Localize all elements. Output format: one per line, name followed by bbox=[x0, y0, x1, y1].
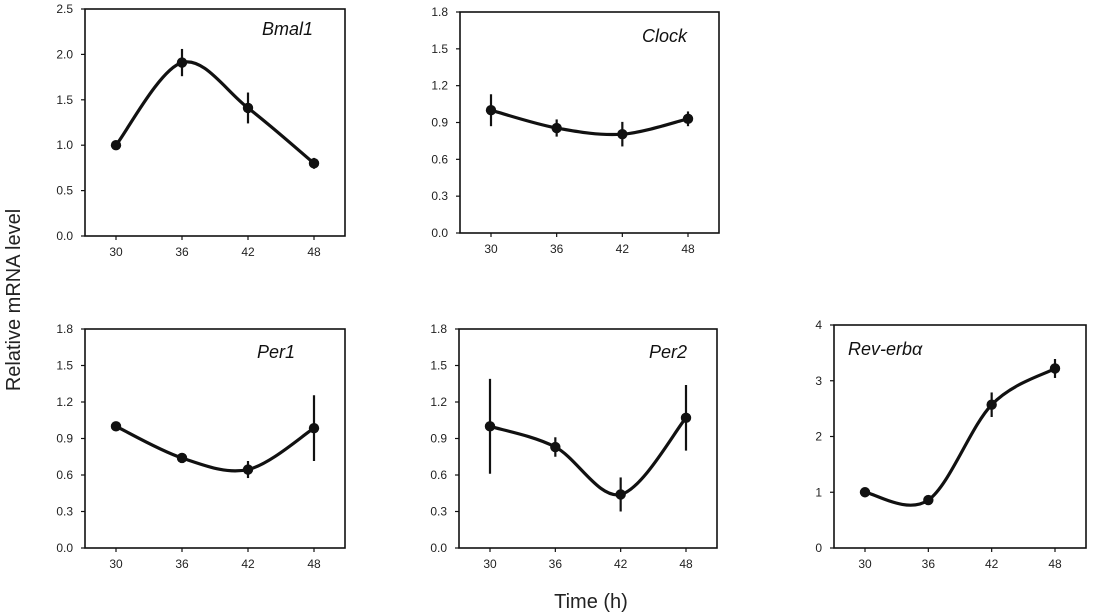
x-tick-label: 30 bbox=[858, 557, 872, 571]
x-tick-label: 42 bbox=[241, 245, 255, 259]
x-tick-label: 36 bbox=[549, 557, 563, 571]
x-tick-label: 48 bbox=[307, 557, 321, 571]
y-tick-label: 0.0 bbox=[56, 229, 73, 243]
y-tick-label: 0.5 bbox=[56, 184, 73, 198]
series-line bbox=[114, 424, 316, 473]
gene-label: Rev-erbα bbox=[848, 339, 923, 359]
x-tick-label: 48 bbox=[1048, 557, 1062, 571]
y-tick-label: 0.0 bbox=[431, 226, 448, 240]
y-tick-label: 0.3 bbox=[431, 189, 448, 203]
y-tick-label: 0.0 bbox=[430, 541, 447, 555]
y-tick-label: 1.8 bbox=[431, 5, 448, 19]
y-tick-label: 1.0 bbox=[56, 138, 73, 152]
y-tick-label: 0.6 bbox=[56, 468, 73, 482]
series-line bbox=[863, 366, 1057, 507]
data-point bbox=[242, 102, 254, 114]
y-tick-label: 0.9 bbox=[431, 116, 448, 130]
y-axis-title: Relative mRNA level bbox=[3, 209, 25, 391]
data-point bbox=[551, 122, 562, 134]
y-tick-label: 0.9 bbox=[56, 432, 73, 446]
data-point bbox=[682, 113, 694, 125]
y-tick-label: 1.5 bbox=[431, 42, 448, 56]
y-tick-label: 1.5 bbox=[430, 359, 447, 373]
x-tick-label: 36 bbox=[175, 557, 189, 571]
x-tick-label: 30 bbox=[109, 557, 123, 571]
y-tick-label: 4 bbox=[815, 318, 822, 332]
x-axis-title: Time (h) bbox=[554, 591, 628, 613]
x-tick-label: 30 bbox=[483, 557, 497, 571]
plot-frame bbox=[84, 8, 346, 237]
gene-label: Clock bbox=[642, 26, 688, 46]
x-tick-label: 36 bbox=[550, 242, 564, 256]
data-point bbox=[485, 105, 497, 116]
x-tick-label: 48 bbox=[307, 245, 321, 259]
x-tick-label: 42 bbox=[985, 557, 999, 571]
y-tick-label: 2.0 bbox=[56, 47, 73, 61]
x-tick-label: 48 bbox=[681, 242, 695, 256]
series-line bbox=[488, 416, 688, 497]
y-tick-label: 0.9 bbox=[430, 432, 447, 446]
data-point bbox=[110, 421, 122, 432]
data-point bbox=[986, 399, 997, 410]
y-tick-label: 1.5 bbox=[56, 93, 73, 107]
data-point bbox=[176, 57, 188, 68]
y-tick-label: 0.3 bbox=[56, 505, 73, 519]
data-point bbox=[110, 140, 122, 151]
y-tick-label: 1.2 bbox=[430, 395, 447, 409]
y-tick-label: 2.5 bbox=[56, 2, 73, 16]
x-tick-label: 30 bbox=[109, 245, 123, 259]
y-tick-label: 1.2 bbox=[56, 395, 73, 409]
y-tick-label: 0.0 bbox=[56, 541, 73, 555]
x-tick-label: 36 bbox=[175, 245, 189, 259]
data-point bbox=[1049, 363, 1061, 374]
x-tick-label: 48 bbox=[679, 557, 693, 571]
y-tick-label: 0.6 bbox=[430, 468, 447, 482]
y-tick-label: 0.6 bbox=[431, 152, 448, 166]
data-point bbox=[680, 412, 692, 424]
gene-label: Per2 bbox=[649, 342, 687, 362]
x-tick-label: 30 bbox=[484, 242, 498, 256]
data-point bbox=[242, 464, 254, 475]
series-line bbox=[489, 108, 690, 137]
panel-per1: 0.0 0.3 0.6 0.9 1.2 1.5 1.8 30 36 42 48 Per1 bbox=[56, 322, 346, 571]
y-tick-label: 1 bbox=[815, 485, 822, 499]
gene-label: Per1 bbox=[257, 342, 295, 362]
panel-clock: 0.0 0.3 0.6 0.9 1.2 1.5 1.8 30 36 42 48 Clock bbox=[431, 5, 720, 256]
y-tick-label: 0 bbox=[815, 541, 822, 555]
y-tick-label: 2 bbox=[815, 430, 822, 444]
data-point bbox=[550, 441, 561, 453]
y-tick-label: 0.3 bbox=[430, 505, 447, 519]
data-point bbox=[308, 158, 320, 169]
data-point bbox=[308, 422, 320, 434]
y-tick-label: 3 bbox=[815, 374, 822, 388]
x-tick-label: 42 bbox=[614, 557, 628, 571]
y-tick-label: 1.2 bbox=[431, 79, 448, 93]
data-point bbox=[923, 494, 934, 506]
gene-label: Bmal1 bbox=[262, 19, 313, 39]
panel-rev-erb: 0 1 2 3 4 30 36 42 48 Rev-erbα bbox=[815, 318, 1087, 571]
panel-bmal1: 0.0 0.5 1.0 1.5 2.0 2.5 30 36 42 48 Bmal1 bbox=[56, 2, 346, 259]
data-point bbox=[617, 128, 628, 140]
y-tick-label: 1.8 bbox=[430, 322, 447, 336]
panel-per2: 0.0 0.3 0.6 0.9 1.2 1.5 1.8 30 36 42 48 Per2 bbox=[430, 322, 718, 571]
series-line bbox=[114, 60, 316, 165]
data-point bbox=[484, 421, 496, 432]
data-point bbox=[615, 489, 626, 500]
y-tick-label: 1.5 bbox=[56, 359, 73, 373]
x-tick-label: 42 bbox=[241, 557, 255, 571]
data-point bbox=[859, 487, 871, 498]
y-tick-label: 1.8 bbox=[56, 322, 73, 336]
plot-frame bbox=[84, 328, 346, 549]
x-tick-label: 36 bbox=[922, 557, 936, 571]
x-tick-label: 42 bbox=[616, 242, 630, 256]
data-point bbox=[176, 452, 188, 464]
